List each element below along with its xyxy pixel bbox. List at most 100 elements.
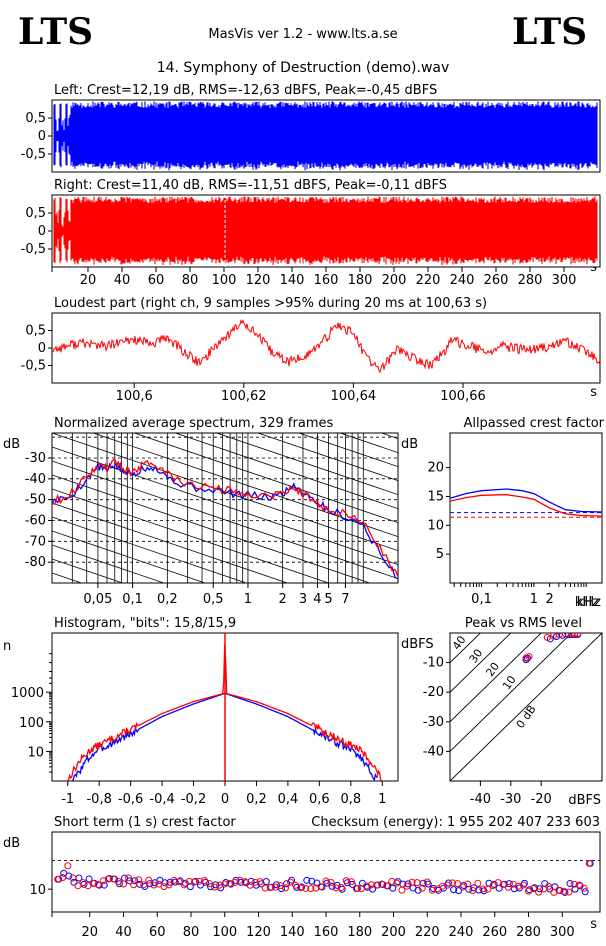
short-term-point: [530, 885, 538, 893]
short-term-point: [317, 883, 325, 891]
short-term-xtick-label: 220: [415, 925, 440, 940]
loudest-xtick-label: 100,62: [221, 389, 267, 404]
crest-title: Allpassed crest factor: [463, 416, 604, 431]
short-term-point: [131, 877, 139, 885]
short-term-xtick-label: 100: [212, 925, 237, 940]
short-term-x-unit: s: [590, 917, 597, 932]
lts-logo-right: LTS: [512, 11, 587, 53]
short-term-point: [337, 883, 345, 891]
crest-xtick-label: 1: [530, 592, 538, 607]
short-term-point: [190, 878, 198, 886]
peak-rms-xtick-label: -40: [470, 792, 491, 807]
histogram-ytick-label: 1000: [11, 686, 44, 701]
peak-rms-title: Peak vs RMS level: [465, 616, 582, 631]
short-term-point: [175, 878, 183, 886]
crest-ylabel: dB: [401, 437, 418, 452]
spectrum-ytick-label: -40: [25, 472, 46, 487]
peak-rms-xtick-label: -30: [500, 792, 521, 807]
spectrum-xlabel: kHz: [575, 595, 599, 610]
short-term-point: [369, 885, 377, 893]
short-term-point: [398, 886, 406, 894]
spectrum-frame: [51, 432, 399, 584]
short-term-point: [571, 885, 579, 893]
crest-xtick-label: 2: [546, 592, 554, 607]
short-term-ytick-label: 10: [29, 883, 46, 898]
short-term-point: [555, 886, 563, 894]
spectrum-xtick-label: 0,05: [83, 592, 112, 607]
short-term-point: [302, 884, 310, 892]
short-term-point: [580, 884, 588, 892]
loudest-ytick-label: 0: [38, 341, 46, 356]
right-waveform-xtick-label: 120: [246, 273, 271, 288]
short-term-point: [570, 880, 578, 888]
short-term-point: [438, 882, 446, 890]
short-term-point: [423, 878, 431, 886]
left-waveform-title: Left: Crest=12,19 dB, RMS=-12,63 dBFS, P…: [54, 83, 437, 98]
peak-rms-xlabel: dBFS: [568, 793, 601, 808]
short-term-point: [251, 878, 259, 886]
short-term-point: [413, 879, 421, 887]
spectrum-xtick-label: 0,2: [157, 592, 178, 607]
short-term-point: [74, 882, 82, 890]
short-term-point: [222, 879, 230, 887]
spectrum-slope: [52, 544, 166, 583]
short-term-point: [464, 880, 472, 888]
histogram-xtick-label: -0,8: [86, 792, 111, 807]
spectrum-ytick-label: -70: [25, 534, 46, 549]
short-term-point: [327, 879, 335, 887]
short-term-title: Short term (1 s) crest factor: [54, 815, 236, 830]
left-waveform-ytick-label: 0,5: [25, 111, 46, 126]
short-term-point: [226, 879, 234, 887]
spectrum-grid: [52, 433, 398, 583]
right-waveform-xtick-label: 160: [314, 273, 339, 288]
right-waveform-xtick-label: 280: [518, 273, 543, 288]
short-term-point: [489, 882, 497, 890]
spectrum-xtick-label: 3: [299, 592, 307, 607]
short-term-point: [206, 880, 214, 888]
right-waveform-xtick-label: 40: [114, 273, 131, 288]
crest-line-left: [449, 488, 603, 513]
short-term-point: [271, 883, 279, 891]
right-waveform-xtick-label: 180: [348, 273, 373, 288]
short-term-xtick-label: 20: [81, 925, 98, 940]
spectrum-xtick-label: 0,5: [203, 592, 224, 607]
right-waveform-xtick-label: 300: [552, 273, 577, 288]
short-term-point: [459, 883, 467, 891]
short-term-point: [403, 882, 411, 890]
short-term-point: [170, 876, 178, 884]
short-term-point: [140, 881, 148, 889]
spectrum-line-right: [52, 457, 398, 578]
peak-rms-ytick-label: -20: [423, 685, 444, 700]
short-term-point: [454, 880, 462, 888]
short-term-point: [126, 877, 134, 885]
peak-rms-point-right: [571, 633, 579, 638]
spectrum-xtick-label: 0,1: [122, 592, 143, 607]
short-term-point: [201, 876, 208, 884]
spectrum-slope: [52, 558, 124, 583]
crest-frame: [449, 432, 603, 584]
peak-rms-diagonal: [450, 633, 512, 693]
short-term-xtick-label: 180: [347, 925, 372, 940]
spectrum-xtick-label: 7: [341, 592, 349, 607]
short-term-point: [561, 888, 569, 896]
spectrum-ytick-label: -80: [25, 555, 46, 570]
histogram-xtick-label: -1: [61, 792, 74, 807]
short-term-point: [449, 879, 457, 887]
short-term-point: [479, 885, 487, 893]
app-title: MasVis ver 1.2 - www.lts.a.se: [208, 27, 397, 42]
short-term-point: [64, 862, 72, 870]
peak-rms-point-right: [574, 633, 582, 638]
short-term-point: [312, 884, 320, 892]
short-term-point: [283, 880, 291, 888]
right-waveform-ytick-label: 0: [38, 224, 46, 239]
short-term-point: [585, 859, 593, 867]
short-term-point: [469, 886, 477, 894]
short-term-xtick-label: 40: [115, 925, 132, 940]
short-term-point: [418, 884, 426, 892]
short-term-point: [352, 885, 360, 893]
histogram-xtick-label: 0,4: [278, 792, 299, 807]
short-term-point: [135, 876, 143, 884]
peak-rms-ylabel: dBFS: [401, 637, 434, 652]
peak-rms-ytick-label: -10: [423, 656, 444, 671]
short-term-point: [313, 879, 321, 887]
